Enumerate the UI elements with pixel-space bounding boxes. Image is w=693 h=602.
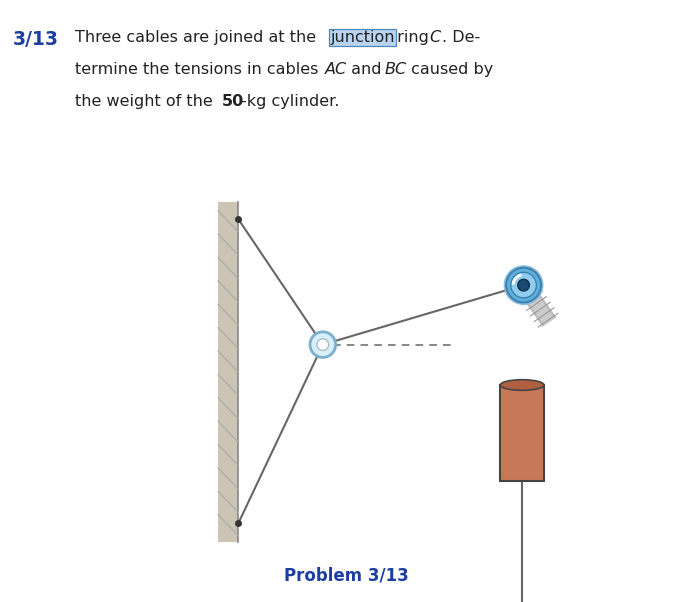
Circle shape [506, 268, 541, 303]
Text: junction: junction [330, 30, 394, 45]
Text: termine the tensions in cables: termine the tensions in cables [75, 62, 324, 77]
Text: 3/13: 3/13 [13, 30, 59, 49]
Text: 50: 50 [222, 94, 244, 109]
Circle shape [511, 272, 536, 298]
Circle shape [518, 279, 529, 291]
Text: the weight of the: the weight of the [75, 94, 218, 109]
Text: AC: AC [325, 62, 347, 77]
Text: -kg cylinder.: -kg cylinder. [240, 94, 339, 109]
Text: C: C [429, 30, 440, 45]
Text: BC: BC [385, 62, 407, 77]
Text: ring: ring [392, 30, 434, 45]
Circle shape [317, 339, 328, 350]
Text: caused by: caused by [406, 62, 493, 77]
Ellipse shape [500, 380, 544, 390]
Circle shape [310, 332, 335, 358]
Circle shape [505, 266, 543, 305]
Bar [218, 202, 238, 542]
Text: . De-: . De- [442, 30, 480, 45]
Text: Three cables are joined at the: Three cables are joined at the [75, 30, 322, 45]
Bar [500, 385, 544, 480]
Text: Problem 3/13: Problem 3/13 [284, 566, 409, 584]
Text: and: and [346, 62, 387, 77]
